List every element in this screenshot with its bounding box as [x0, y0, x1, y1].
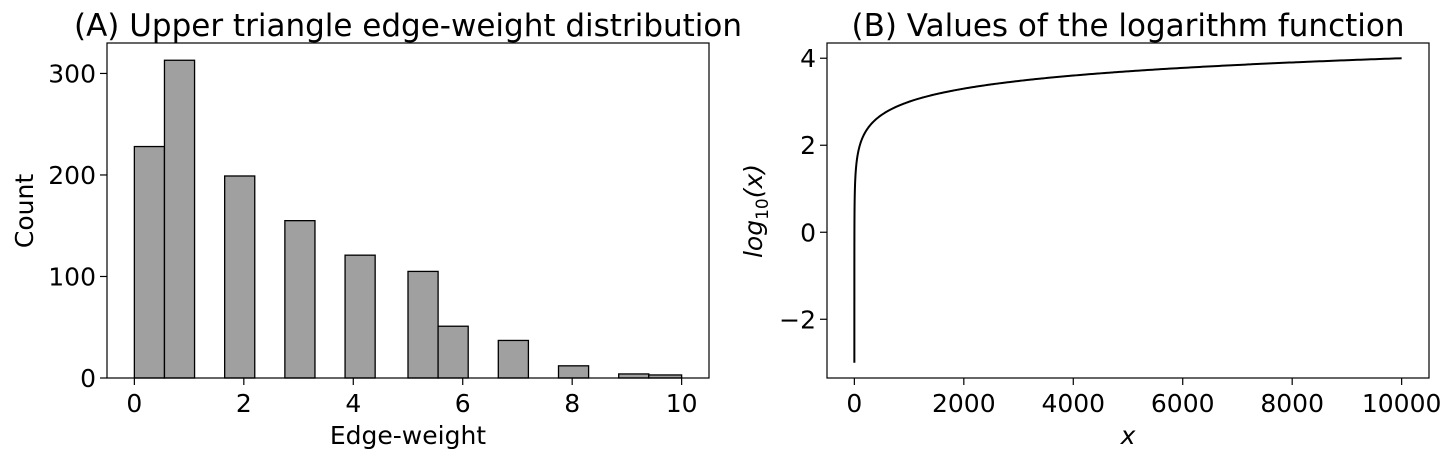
histogram-y-label: Count — [10, 174, 39, 248]
y-tick-label: −2 — [779, 305, 816, 334]
x-tick-label: 6000 — [1151, 389, 1215, 418]
histogram-y-ticks: 0 100 200 300 — [48, 59, 107, 393]
histogram-x-ticks: 0 2 4 6 8 10 — [126, 378, 698, 418]
log-y-label-main: log — [739, 220, 768, 258]
log-y-label-tail: (x) — [739, 164, 768, 198]
y-tick-label: 2 — [800, 131, 816, 160]
y-tick-label: 0 — [800, 218, 816, 247]
y-tick-label: 0 — [80, 364, 96, 393]
histogram-bar — [224, 175, 256, 379]
histogram-bar — [284, 220, 316, 379]
log-plot-frame — [826, 42, 1430, 379]
histogram-bar — [618, 373, 650, 379]
histogram-title: (A) Upper triangle edge-weight distribut… — [74, 8, 742, 44]
x-tick-label: 8 — [564, 389, 580, 418]
histogram-bar — [437, 325, 469, 379]
y-tick-label: 200 — [48, 161, 96, 190]
log-y-ticks: −2 0 2 4 — [779, 44, 827, 334]
x-tick-label: 10000 — [1362, 389, 1442, 418]
x-tick-label: 6 — [455, 389, 471, 418]
y-tick-label: 300 — [48, 59, 96, 88]
log-curve — [853, 57, 1402, 363]
log-title: (B) Values of the logarithm function — [851, 8, 1404, 44]
x-tick-label: 2 — [236, 389, 252, 418]
histogram-bar — [497, 339, 530, 379]
x-tick-label: 10 — [666, 389, 698, 418]
histogram-panel: (A) Upper triangle edge-weight distribut… — [10, 8, 742, 450]
x-tick-label: 4 — [345, 389, 361, 418]
histogram-bar — [557, 365, 590, 379]
histogram-bar — [344, 254, 376, 379]
y-tick-label: 100 — [48, 262, 96, 291]
log-y-label-sub: 10 — [753, 198, 773, 220]
log-panel: (B) Values of the logarithm function 0 20… — [739, 8, 1441, 450]
histogram-x-label: Edge-weight — [330, 421, 486, 450]
histogram-bar — [133, 145, 166, 379]
histogram-bars — [133, 59, 683, 379]
x-tick-label: 4000 — [1041, 389, 1105, 418]
y-tick-label: 4 — [800, 44, 816, 73]
x-tick-label: 2000 — [932, 389, 996, 418]
log-x-label: x — [1120, 421, 1136, 450]
x-tick-label: 8000 — [1260, 389, 1324, 418]
log-y-label: log10(x) — [739, 164, 773, 258]
histogram-bar — [407, 270, 439, 379]
x-tick-label: 0 — [126, 389, 142, 418]
histogram-bar — [163, 59, 196, 379]
histogram-plot-frame — [106, 42, 710, 379]
log-x-ticks: 0 2000 4000 6000 8000 10000 — [846, 378, 1441, 418]
x-tick-label: 0 — [846, 389, 862, 418]
